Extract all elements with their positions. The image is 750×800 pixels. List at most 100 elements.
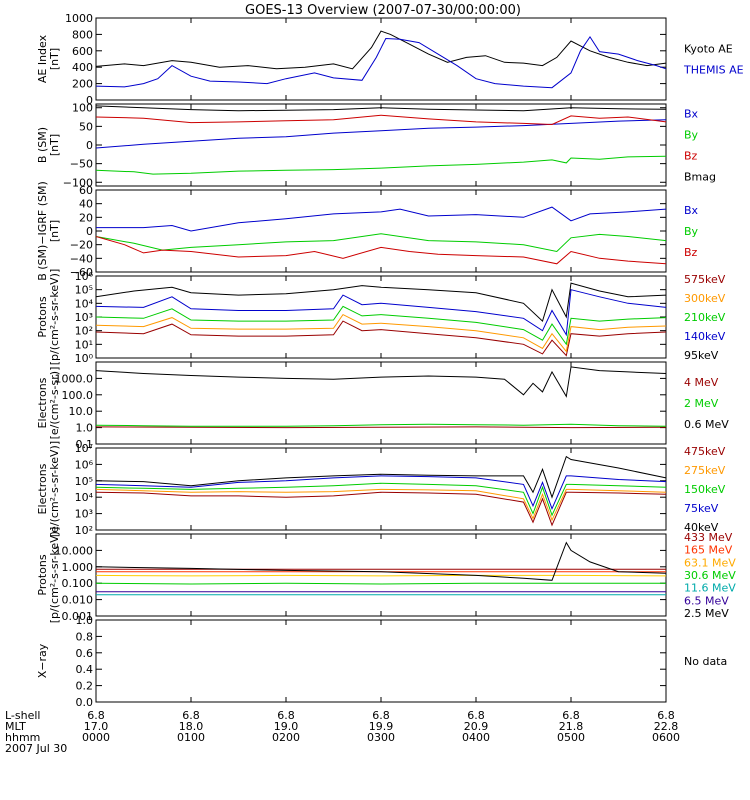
date-label: 2007 Jul 30: [5, 742, 67, 755]
y-axis-label: AE Index: [36, 34, 49, 83]
y-tick-label: 10⁵: [75, 284, 93, 297]
y-tick-label: 0.6: [76, 647, 94, 660]
x-row-label: hhmm: [5, 731, 40, 744]
y-tick-label: 10⁶: [75, 458, 94, 471]
y-tick-label: 1.000: [62, 561, 94, 574]
x-tick-label: 6.8: [182, 709, 200, 722]
series-line-575kev: [95, 320, 667, 357]
legend-entry: Bz: [684, 246, 698, 259]
y-axis-label: X−ray: [36, 643, 49, 678]
y-tick-label: −20: [70, 239, 93, 252]
y-tick-label: 100: [72, 102, 93, 115]
series-line-by: [95, 155, 667, 175]
panel-frame: [95, 619, 667, 703]
x-tick-label: 22.8: [654, 720, 679, 733]
x-tick-label: 21.8: [559, 720, 584, 733]
y-tick-label: 0.2: [76, 680, 94, 693]
x-tick-label: 0300: [367, 731, 395, 744]
x-tick-label: 6.8: [372, 709, 390, 722]
x-tick-label: 0200: [272, 731, 300, 744]
y-axis-label: [nT]: [48, 134, 61, 156]
y-axis-label: Electrons: [36, 463, 49, 514]
y-axis-label: Protons: [36, 296, 49, 337]
legend-entry: Bx: [684, 204, 699, 217]
legend-entry: 2 MeV: [684, 397, 719, 410]
legend-entry: 165 MeV: [684, 544, 733, 557]
y-axis-label: Protons: [36, 554, 49, 595]
x-tick-label: 20.9: [464, 720, 489, 733]
x-tick-label: 6.8: [657, 709, 675, 722]
y-tick-label: 10¹: [75, 338, 93, 351]
x-tick-label: 6.8: [277, 709, 295, 722]
y-tick-label: 10²: [75, 325, 93, 338]
legend-entry: 4 MeV: [684, 376, 719, 389]
y-tick-label: 10⁷: [75, 442, 93, 455]
series-line-30-6-mev: [95, 582, 666, 585]
x-tick-label: 0000: [82, 731, 110, 744]
legend-entry: 40keV: [684, 521, 719, 534]
y-tick-label: 20: [79, 211, 93, 224]
legend-entry: 140keV: [684, 330, 726, 343]
y-tick-label: 800: [72, 28, 93, 41]
legend-entry: THEMIS AE: [683, 64, 744, 77]
legend-entry: 30.6 MeV: [684, 569, 736, 582]
x-tick-label: 0600: [652, 731, 680, 744]
legend-entry: 300keV: [684, 292, 726, 305]
x-tick-label: 6.8: [87, 709, 105, 722]
y-tick-label: 10⁴: [75, 491, 94, 504]
series-line-2-5-mev: [95, 541, 667, 581]
x-tick-label: 0500: [557, 731, 585, 744]
series-line-bx: [95, 119, 667, 149]
legend-entry: 75keV: [684, 502, 719, 515]
series-line-475kev: [95, 491, 667, 527]
y-tick-label: −60: [70, 266, 93, 279]
panel-protons_mev: 0.001 0.010 0.100 1.000 10.000 Protons [p/(cm²…: [36, 527, 736, 624]
series-line-4-mev: [95, 426, 667, 429]
series-line-0-6-mev: [95, 366, 667, 398]
y-tick-label: 10³: [75, 311, 93, 324]
y-axis-label: [e/(cm²-s-sr-keV)]: [48, 441, 61, 537]
series-line-bz: [95, 236, 667, 265]
series-line-140kev: [95, 289, 667, 337]
legend-entry: 475keV: [684, 445, 726, 458]
panel-ae: 0 200 400 600 800 1000 AE Index [nT] Kyoto AE THE…: [36, 12, 744, 107]
y-tick-label: −40: [70, 252, 93, 265]
y-tick-label: 10⁶: [75, 270, 94, 283]
y-axis-label: B (SM)−IGRF (SM): [36, 181, 49, 281]
y-tick-label: 60: [79, 184, 93, 197]
series-line-by: [95, 233, 667, 253]
legend-entry: By: [684, 129, 699, 142]
series-line-2-mev: [95, 423, 667, 427]
legend-entry: Bz: [684, 150, 698, 163]
x-tick-label: 18.0: [179, 720, 204, 733]
series-line-75kev: [95, 475, 667, 511]
series-line-40kev: [95, 455, 667, 499]
panel-frame: [95, 17, 667, 101]
panel-xray: 0.0 0.2 0.4 0.6 0.8 1.0 X−ray No data: [36, 614, 727, 709]
y-tick-label: 10³: [75, 508, 93, 521]
series-line-95kev: [95, 282, 667, 323]
y-tick-label: 0.1: [76, 438, 94, 451]
legend-entry: 433 MeV: [684, 531, 733, 544]
y-tick-label: 10⁰: [75, 352, 94, 365]
y-tick-label: 10²: [75, 524, 93, 537]
y-tick-label: 0.100: [62, 577, 94, 590]
x-tick-label: 6.8: [467, 709, 485, 722]
chart-title: GOES-13 Overview (2007-07-30/00:00:00): [245, 3, 521, 18]
x-tick-label: 0100: [177, 731, 205, 744]
series-line-150kev: [95, 482, 667, 517]
y-tick-label: 40: [79, 198, 93, 211]
legend-entry: 6.5 MeV: [684, 594, 729, 607]
panel-frame: [95, 361, 667, 445]
y-tick-label: 100.0: [62, 389, 94, 402]
y-tick-label: 1000.0: [55, 372, 94, 385]
x-tick-label: 19.0: [274, 720, 299, 733]
legend-entry: 210keV: [684, 311, 726, 324]
series-line-bz: [95, 114, 667, 126]
y-tick-label: 10⁴: [75, 297, 94, 310]
y-tick-label: 600: [72, 45, 93, 58]
y-tick-label: 400: [72, 61, 93, 74]
series-line-275kev: [95, 488, 667, 522]
